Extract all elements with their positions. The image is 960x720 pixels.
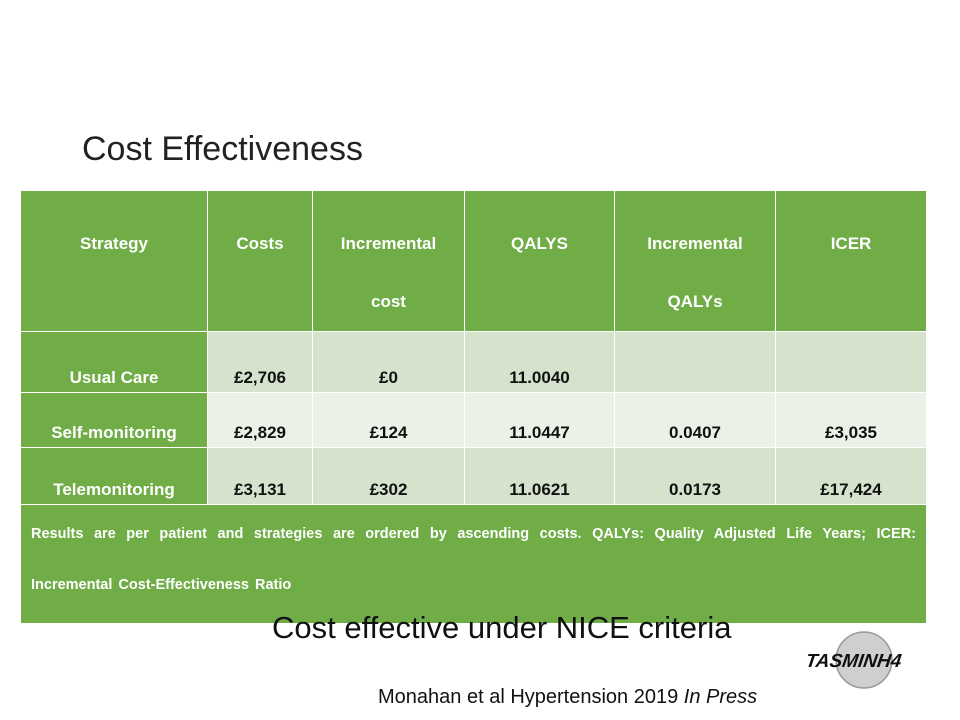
table-cell: £302 xyxy=(312,447,465,505)
table-footnote: Results are per patient and strategies a… xyxy=(20,504,927,624)
slide-subtitle: Cost effective under NICE criteria xyxy=(272,610,732,645)
table-cell: £2,706 xyxy=(207,331,313,393)
table-row: Usual Care £2,706 £0 11.0040 xyxy=(20,331,927,393)
logo-text: TASMINH4 xyxy=(806,651,903,672)
table-cell: £2,829 xyxy=(207,392,313,448)
table-cell: £3,131 xyxy=(207,447,313,505)
header-incremental-cost: Incremental cost xyxy=(312,190,465,332)
table-cell-strategy: Telemonitoring xyxy=(20,447,208,505)
header-strategy: Strategy xyxy=(20,190,208,332)
table-cell-strategy: Usual Care xyxy=(20,331,208,393)
header-icer: ICER xyxy=(775,190,927,332)
table-header-row: Strategy Costs Incremental cost QALYS Inc… xyxy=(20,190,927,332)
table-cell: 0.0173 xyxy=(614,447,776,505)
citation-status: In Press xyxy=(683,686,758,708)
table-note-row: Results are per patient and strategies a… xyxy=(20,504,927,624)
table-cell: £17,424 xyxy=(775,447,927,505)
table-cell: 0.0407 xyxy=(614,392,776,448)
table-row: Self-monitoring £2,829 £124 11.0447 0.04… xyxy=(20,392,927,448)
header-incremental-qalys: Incremental QALYs xyxy=(614,190,776,332)
table-cell: 11.0447 xyxy=(464,392,615,448)
table-cell: £3,035 xyxy=(775,392,927,448)
header-costs: Costs xyxy=(207,190,313,332)
table-cell: 11.0040 xyxy=(464,331,615,393)
citation: Monahan et al Hypertension 2019 In Press xyxy=(378,686,757,709)
header-qalys: QALYS xyxy=(464,190,615,332)
table-row: Telemonitoring £3,131 £302 11.0621 0.017… xyxy=(20,447,927,505)
tasminh4-logo: TASMINH4 xyxy=(806,631,903,689)
table-cell: £0 xyxy=(312,331,465,393)
table-footnote-text: Results are per patient and strategies a… xyxy=(31,526,916,593)
cost-effectiveness-table: Strategy Costs Incremental cost QALYS Inc… xyxy=(20,190,927,624)
table-cell xyxy=(614,331,776,393)
table-cell: 11.0621 xyxy=(464,447,615,505)
slide-title: Cost Effectiveness xyxy=(82,130,363,168)
citation-text: Monahan et al Hypertension 2019 xyxy=(378,686,684,708)
table-cell: £124 xyxy=(312,392,465,448)
table-cell-strategy: Self-monitoring xyxy=(20,392,208,448)
table-cell xyxy=(775,331,927,393)
